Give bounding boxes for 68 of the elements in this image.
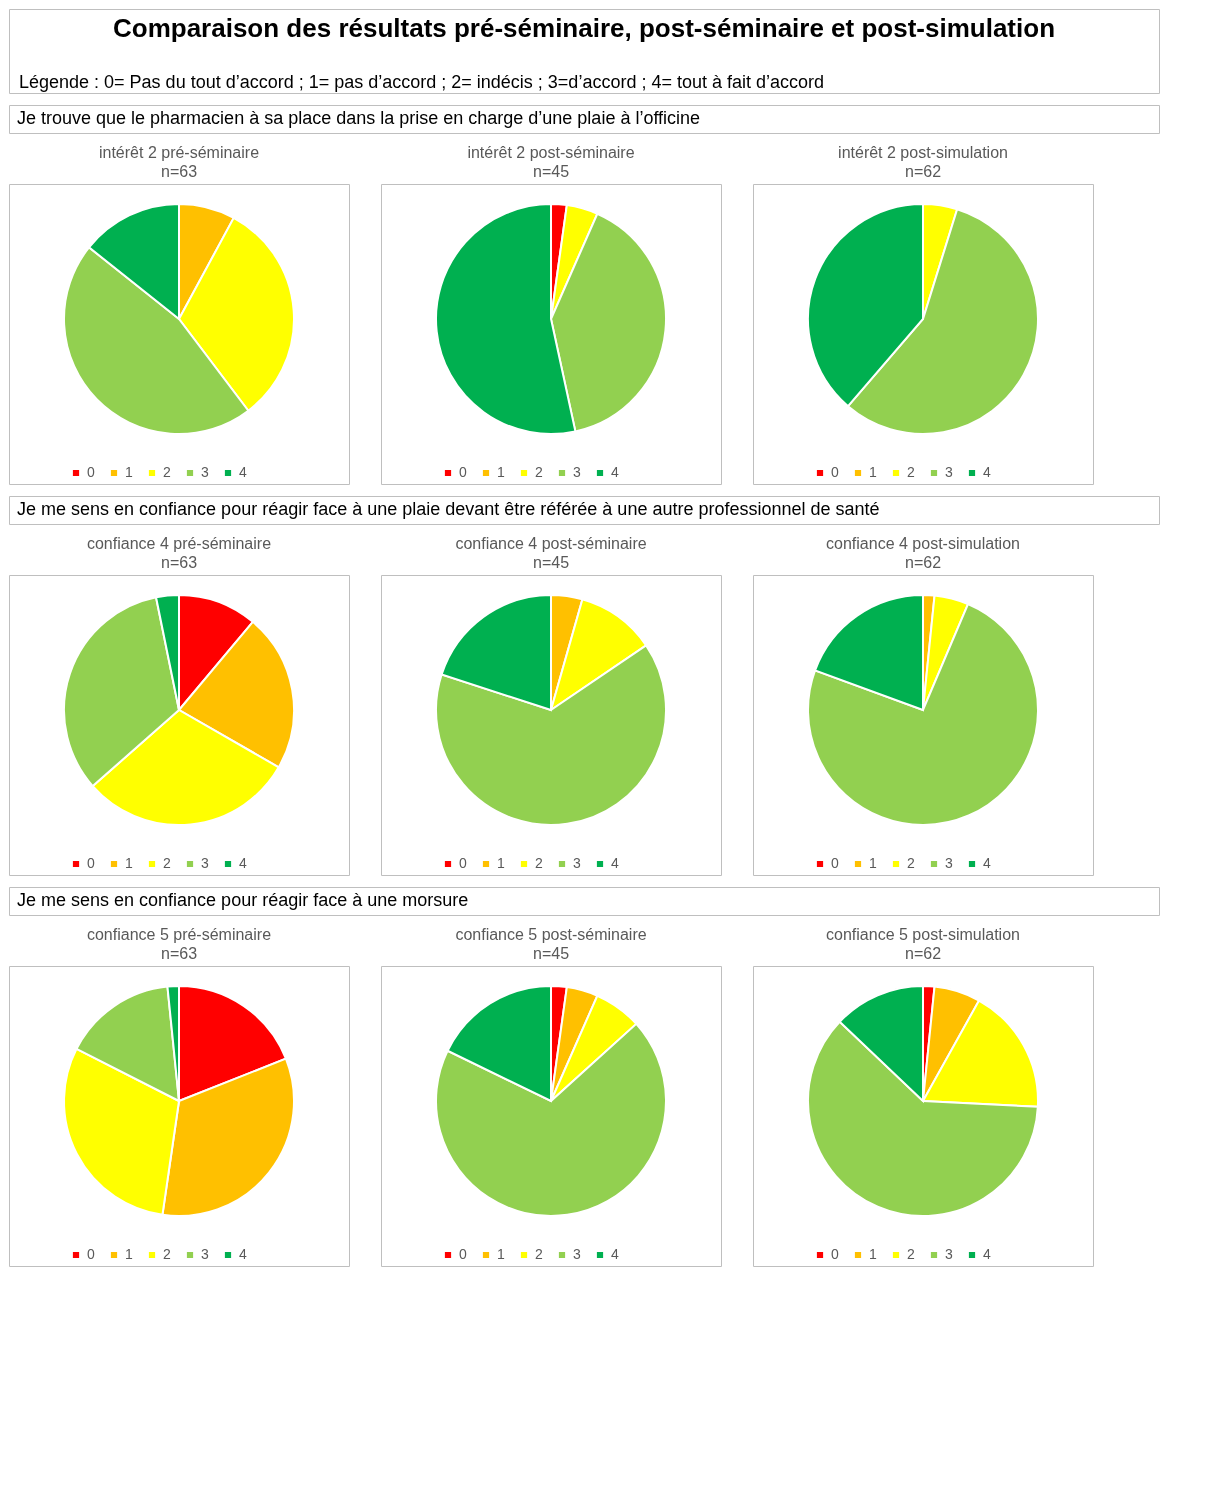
legend-label: 3: [573, 1246, 581, 1262]
chart-subtitle: n=62: [904, 554, 942, 571]
text: Je trouve que le pharmacien à sa place dans la prise en charge d’une plaie à l’officine: [17, 108, 701, 128]
legend-label: 2: [907, 1246, 915, 1262]
chart-title: confiance 5 pré-séminaire: [86, 926, 272, 943]
legend-label: 4: [611, 855, 619, 871]
legend-label: 1: [125, 1246, 133, 1262]
legend-label: 1: [869, 855, 877, 871]
legend-label: 0: [831, 855, 839, 871]
legend-label: 1: [125, 464, 133, 480]
legend-label: 4: [983, 464, 991, 480]
chart-subtitle: n=62: [904, 945, 942, 962]
legend-label: 0: [459, 1246, 467, 1262]
legend-label: 2: [163, 464, 171, 480]
chart-subtitle: n=63: [160, 163, 198, 180]
text: Légende : 0= Pas du tout d’accord ; 1= pas d’accord ; 2= indécis ; 3=d’accord ; 4= tout à fait d’accord: [19, 72, 825, 92]
chart-title: confiance 4 post-simulation: [826, 535, 1020, 552]
legend-label: 3: [945, 1246, 953, 1262]
legend-label: 2: [535, 464, 543, 480]
legend-label: 4: [611, 464, 619, 480]
legend-label: 2: [163, 1246, 171, 1262]
legend-label: 4: [239, 1246, 247, 1262]
legend-label: 0: [87, 464, 95, 480]
legend-label: 0: [87, 1246, 95, 1262]
legend-label: 1: [125, 855, 133, 871]
legend-label: 0: [831, 1246, 839, 1262]
chart-title: confiance 4 post-séminaire: [455, 535, 647, 552]
legend-label: 4: [239, 464, 247, 480]
legend-label: 3: [945, 464, 953, 480]
chart-title: confiance 5 post-simulation: [826, 926, 1020, 943]
legend-label: 4: [611, 1246, 619, 1262]
chart-title: intérêt 2 post-simulation: [838, 144, 1008, 161]
legend-label: 1: [497, 464, 505, 480]
legend-label: 3: [945, 855, 953, 871]
chart-subtitle: n=62: [904, 163, 942, 180]
legend-label: 1: [497, 1246, 505, 1262]
chart-title: confiance 4 pré-séminaire: [86, 535, 272, 552]
chart-title: intérêt 2 pré-séminaire: [98, 144, 260, 161]
legend-label: 0: [87, 855, 95, 871]
legend-label: 2: [163, 855, 171, 871]
legend-label: 3: [573, 855, 581, 871]
legend-label: 2: [907, 464, 915, 480]
text: Je me sens en confiance pour réagir face à une plaie devant être référée à une autre professionnel de santé: [17, 499, 880, 519]
legend-label: 1: [869, 464, 877, 480]
legend-label: 3: [573, 464, 581, 480]
legend-label: 4: [983, 855, 991, 871]
chart-title: intérêt 2 post-séminaire: [467, 144, 635, 161]
chart-subtitle: n=45: [532, 554, 570, 571]
chart-subtitle: n=45: [532, 163, 570, 180]
legend-label: 4: [239, 855, 247, 871]
chart-title: confiance 5 post-séminaire: [455, 926, 647, 943]
legend-label: 4: [983, 1246, 991, 1262]
legend-label: 3: [201, 1246, 209, 1262]
legend-label: 0: [459, 464, 467, 480]
legend-label: 2: [535, 1246, 543, 1262]
chart-subtitle: n=63: [160, 554, 198, 571]
legend-label: 3: [201, 464, 209, 480]
legend-label: 2: [535, 855, 543, 871]
text: Comparaison des résultats pré-séminaire, post-séminaire et post-simulation: [112, 13, 1056, 43]
legend-label: 0: [459, 855, 467, 871]
chart-subtitle: n=45: [532, 945, 570, 962]
legend-label: 3: [201, 855, 209, 871]
chart-subtitle: n=63: [160, 945, 198, 962]
legend-label: 1: [869, 1246, 877, 1262]
text: Je me sens en confiance pour réagir face à une morsure: [17, 890, 469, 910]
legend-label: 0: [831, 464, 839, 480]
legend-label: 1: [497, 855, 505, 871]
legend-label: 2: [907, 855, 915, 871]
